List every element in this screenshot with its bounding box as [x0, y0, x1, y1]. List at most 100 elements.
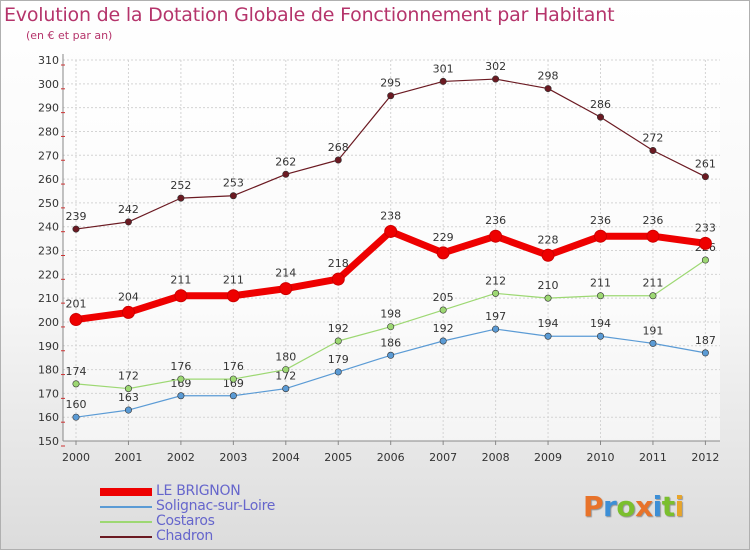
data-label: 236 [590, 214, 611, 227]
data-point [544, 85, 552, 93]
data-label: 211 [590, 277, 611, 290]
data-point [544, 294, 552, 302]
data-label: 211 [642, 277, 663, 290]
legend-swatch [100, 520, 152, 523]
data-point [594, 229, 607, 243]
data-point [334, 368, 342, 376]
data-point [439, 77, 447, 85]
y-tick-label: 150 [38, 435, 59, 448]
data-label: 242 [118, 203, 139, 216]
logo-letter: i [652, 490, 663, 523]
x-tick-label: 2000 [62, 451, 90, 464]
y-tick-label: 280 [38, 125, 59, 138]
data-point [492, 325, 500, 333]
data-point [649, 146, 657, 154]
data-label: 236 [485, 214, 506, 227]
data-point [226, 289, 240, 303]
data-point [544, 332, 552, 340]
data-point [492, 75, 500, 83]
data-label: 301 [433, 62, 454, 75]
data-label: 212 [485, 274, 506, 287]
legend-item: Solignac-sur-Loire [100, 498, 340, 514]
data-point [69, 313, 83, 327]
data-point [384, 224, 398, 238]
data-point [72, 413, 80, 421]
x-tick-label: 2003 [219, 451, 247, 464]
data-label: 174 [66, 365, 87, 378]
x-tick-label: 2005 [324, 451, 352, 464]
legend-item: Chadron [100, 528, 340, 544]
data-point [177, 375, 185, 383]
logo-letter: P [583, 490, 604, 523]
data-point [72, 225, 80, 233]
data-label: 298 [538, 70, 559, 83]
logo-letter: o [616, 490, 636, 523]
logo-letter: x [635, 490, 653, 523]
data-point [701, 256, 709, 264]
data-label: 163 [118, 391, 139, 404]
legend: LE BRIGNON Solignac-sur-Loire Costaros Chad… [100, 483, 340, 544]
data-label: 169 [223, 377, 244, 390]
data-label: 261 [695, 158, 716, 171]
chart-title: Evolution de la Dotation Globale de Fonc… [4, 4, 615, 26]
data-point [596, 292, 604, 300]
y-tick-label: 270 [38, 149, 59, 162]
x-tick-label: 2002 [167, 451, 195, 464]
legend-swatch [100, 487, 152, 496]
data-label: 272 [642, 131, 663, 144]
data-point [334, 337, 342, 345]
data-label: 214 [275, 267, 296, 280]
data-point [701, 173, 709, 181]
data-label: 252 [170, 179, 191, 192]
data-label: 179 [328, 353, 349, 366]
data-point [174, 289, 188, 303]
data-point [649, 339, 657, 347]
y-tick-label: 310 [38, 54, 59, 67]
proxiti-logo: Proxiti [583, 490, 684, 523]
y-tick-label: 250 [38, 197, 59, 210]
data-label: 268 [328, 141, 349, 154]
data-point [646, 229, 660, 243]
data-point [489, 229, 503, 243]
y-tick-label: 210 [38, 292, 59, 305]
data-point [331, 272, 345, 286]
y-tick-label: 230 [38, 245, 59, 258]
data-label: 211 [223, 274, 244, 287]
data-label: 205 [433, 291, 454, 304]
x-tick-label: 2012 [691, 451, 719, 464]
y-tick-label: 300 [38, 78, 59, 91]
data-label: 176 [223, 360, 244, 373]
data-label: 194 [590, 317, 611, 330]
data-point [541, 248, 555, 262]
y-tick-label: 240 [38, 221, 59, 234]
data-point [229, 192, 237, 200]
legend-label: Chadron [156, 528, 213, 544]
data-point [701, 349, 709, 357]
x-tick-label: 2010 [587, 451, 615, 464]
data-label: 197 [485, 310, 506, 323]
x-tick-label: 2007 [429, 451, 457, 464]
data-label: 194 [538, 317, 559, 330]
y-tick-label: 190 [38, 340, 59, 353]
data-point [387, 323, 395, 331]
data-label: 229 [433, 231, 454, 244]
data-label: 172 [118, 370, 139, 383]
data-point [649, 292, 657, 300]
y-tick-label: 160 [38, 411, 59, 424]
data-label: 160 [66, 398, 87, 411]
data-point [282, 385, 290, 393]
chart-subtitle: (en € et par an) [26, 29, 113, 42]
data-label: 228 [538, 233, 559, 246]
data-label: 192 [433, 322, 454, 335]
data-label: 180 [275, 351, 296, 364]
data-point [387, 351, 395, 359]
data-point [596, 332, 604, 340]
data-label: 253 [223, 177, 244, 190]
data-point [121, 305, 135, 319]
data-label: 187 [695, 334, 716, 347]
data-label: 262 [275, 155, 296, 168]
y-tick-label: 200 [38, 316, 59, 329]
data-point [436, 246, 450, 260]
x-tick-label: 2006 [377, 451, 405, 464]
